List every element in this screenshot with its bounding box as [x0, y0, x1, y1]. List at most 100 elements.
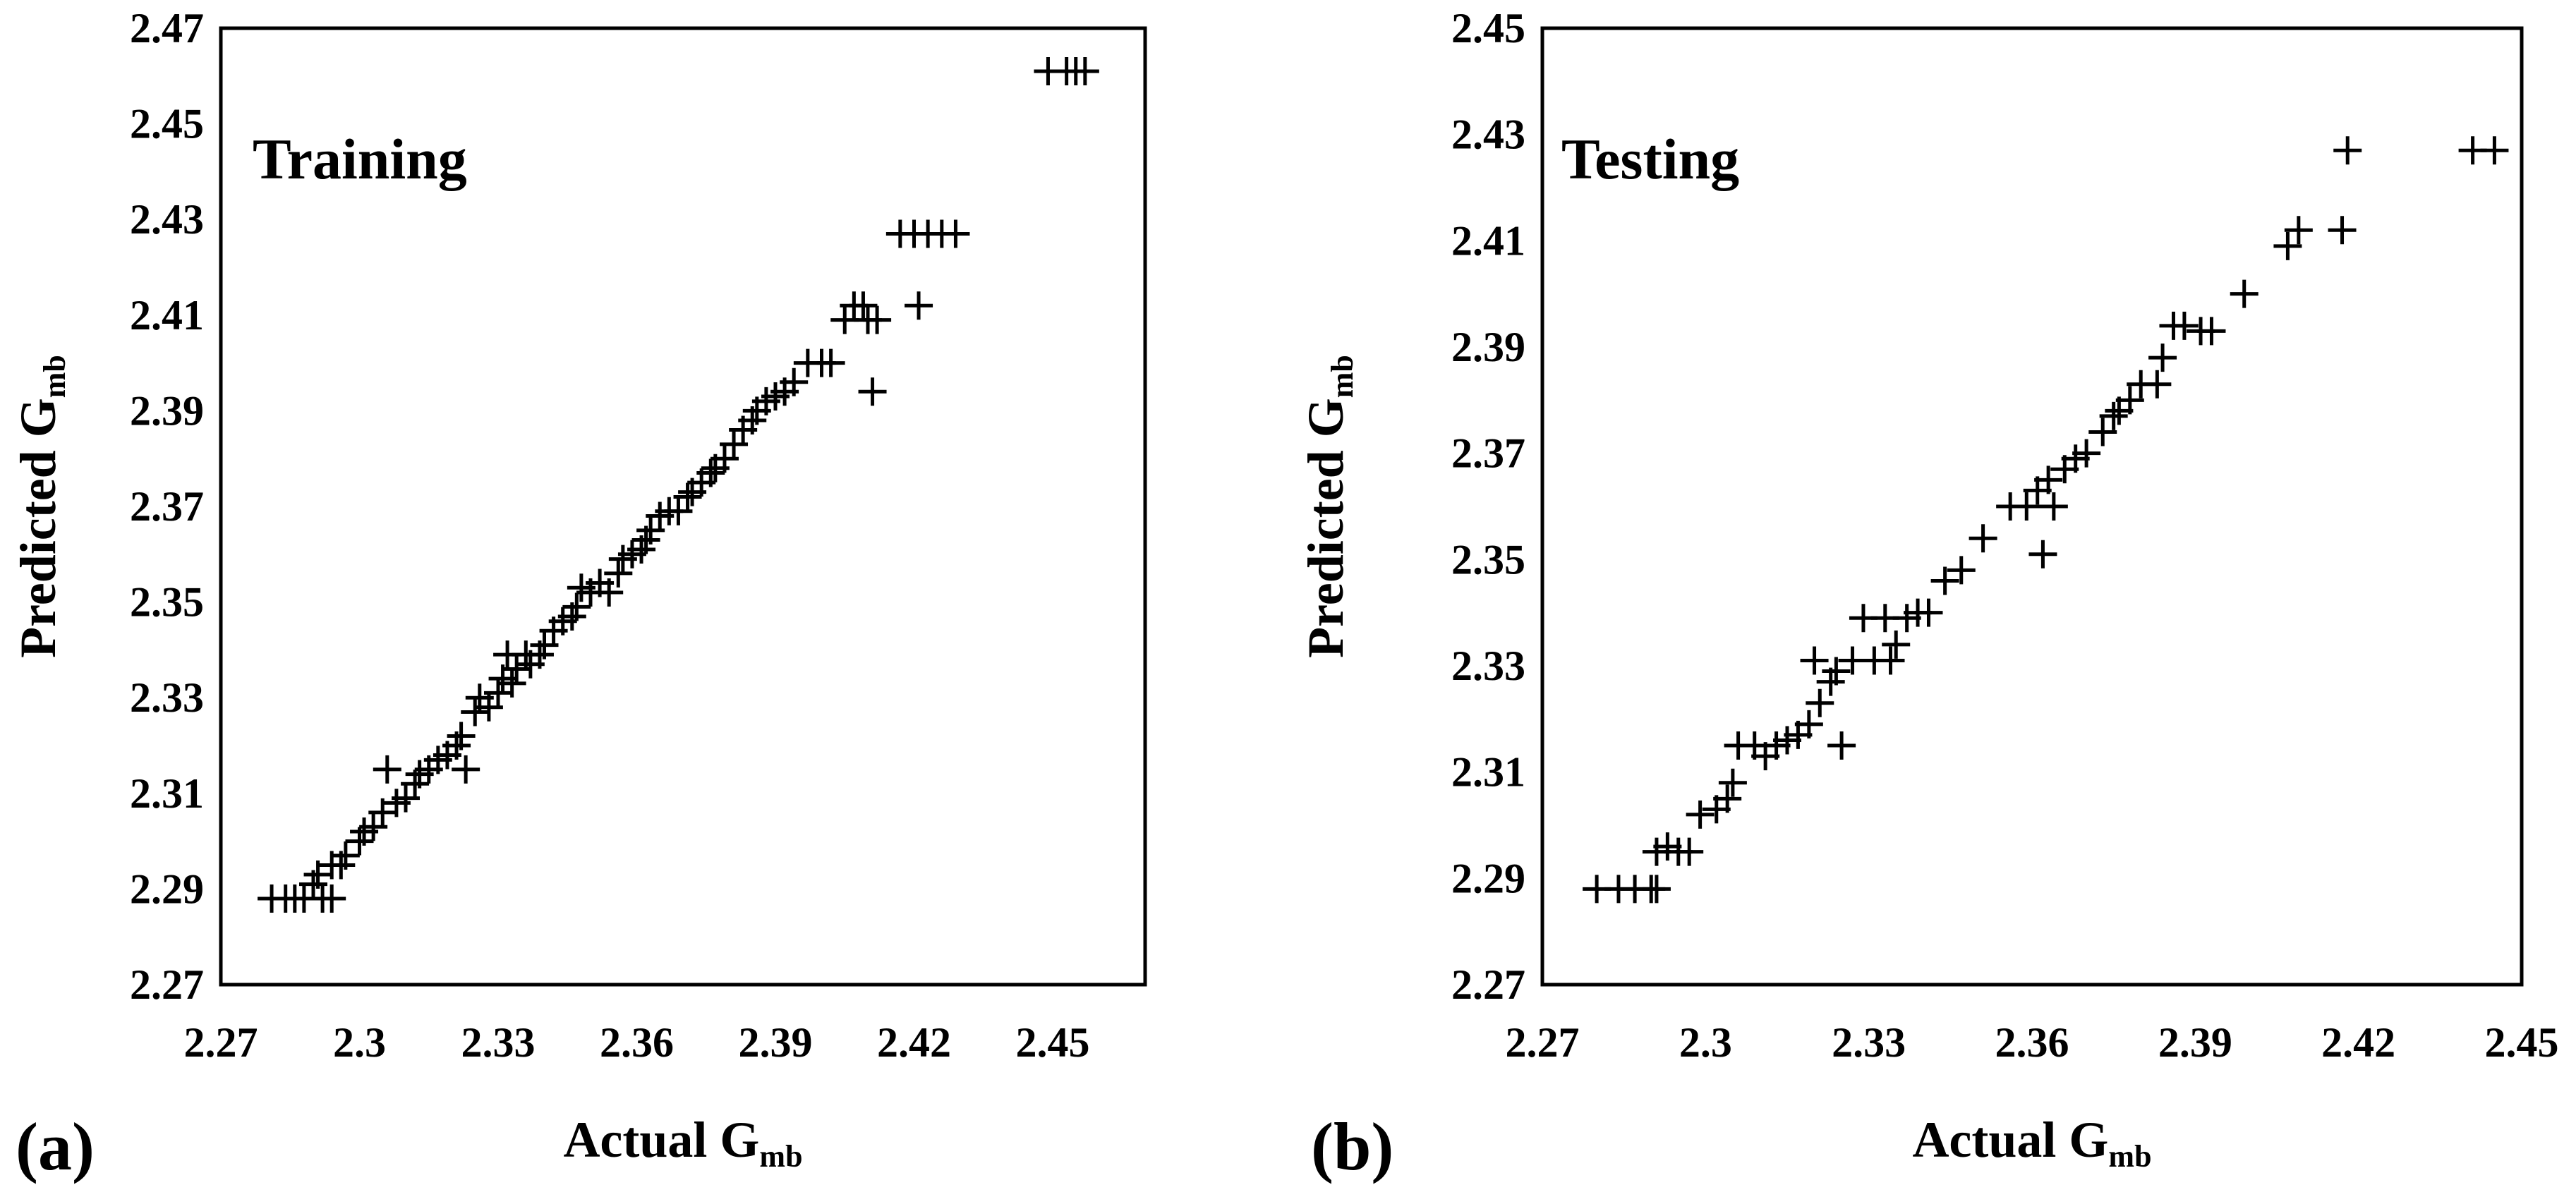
- y-tick-label: 2.33: [1451, 643, 1525, 689]
- data-point-marker: [595, 578, 624, 607]
- y-tick-label: 2.45: [130, 101, 204, 147]
- data-point-marker: [474, 693, 503, 722]
- data-point-marker: [2230, 279, 2258, 308]
- data-point-marker: [905, 291, 933, 320]
- data-point-marker: [461, 698, 490, 726]
- y-tick-label: 2.43: [130, 196, 204, 243]
- y-tick-label: 2.39: [1451, 324, 1525, 370]
- x-axis-label-subscript: mb: [759, 1139, 802, 1174]
- data-point-marker: [1718, 768, 1747, 797]
- data-point-marker: [2328, 216, 2357, 245]
- data-point-marker: [2143, 370, 2172, 399]
- data-point-marker: [1713, 784, 1742, 813]
- data-point-marker: [2099, 401, 2128, 430]
- y-tick-label: 2.43: [1451, 111, 1525, 158]
- data-point-marker: [2034, 466, 2063, 494]
- y-tick-label: 2.35: [130, 579, 204, 626]
- y-tick-label: 2.37: [130, 483, 204, 530]
- data-point-marker: [2028, 540, 2057, 568]
- data-point-marker: [2148, 343, 2177, 372]
- y-tick-label: 2.37: [1451, 430, 1525, 477]
- data-point-marker: [318, 884, 346, 913]
- data-point-marker: [447, 722, 476, 750]
- data-point-marker: [941, 219, 970, 248]
- panel-title: Training: [253, 127, 467, 191]
- data-point-marker: [1806, 688, 1834, 717]
- data-point-marker: [1914, 598, 1943, 627]
- panel-label: (b): [1311, 1109, 1393, 1184]
- y-tick-label: 2.41: [130, 292, 204, 339]
- x-axis-label: Actual Gmb: [1912, 1112, 2151, 1174]
- data-point-marker: [331, 841, 360, 870]
- data-point-marker: [530, 631, 559, 659]
- x-tick-label: 2.45: [2485, 1019, 2559, 1066]
- data-point-marker: [858, 377, 887, 406]
- data-point-marker: [2197, 317, 2226, 346]
- data-point-marker: [452, 755, 480, 784]
- data-point-marker: [2273, 231, 2302, 260]
- y-axis-label: Predicted Gmb: [10, 355, 72, 658]
- data-point-marker: [502, 655, 531, 683]
- y-axis-label-main: Predicted G: [1298, 398, 1354, 658]
- x-tick-label: 2.36: [600, 1019, 674, 1066]
- data-point-marker: [710, 444, 739, 473]
- data-point-marker: [720, 430, 749, 458]
- x-tick-label: 2.3: [333, 1019, 386, 1066]
- data-point-marker: [1947, 556, 1976, 585]
- data-point-marker: [2333, 136, 2362, 165]
- data-point-marker: [392, 784, 420, 813]
- y-tick-label: 2.29: [130, 865, 204, 912]
- data-point-marker: [1675, 837, 1704, 866]
- panel-a: 2.27 2.29 2.31 2.33 2.35 2.37 2.39 2.41 2.43 2.45…: [10, 5, 1147, 1184]
- x-tick-label: 2.36: [1995, 1019, 2069, 1066]
- data-point-marker: [863, 305, 892, 334]
- data-point-marker: [2480, 136, 2509, 165]
- plot-area-frame: [219, 26, 1147, 987]
- data-point-marker: [373, 755, 401, 784]
- y-tick-labels: 2.27 2.29 2.31 2.33 2.35 2.37 2.39 2.41 2.43 2.45…: [130, 5, 204, 1008]
- data-point-marker: [2170, 311, 2199, 340]
- data-point-marker: [1686, 800, 1715, 829]
- y-tick-labels: 2.27 2.29 2.31 2.33 2.35 2.37 2.39 2.41 2.43 2.45: [1451, 5, 1525, 1008]
- y-tick-label: 2.47: [130, 5, 204, 51]
- y-tick-label: 2.45: [1451, 5, 1525, 51]
- data-point-marker: [1800, 646, 1829, 675]
- x-tick-label: 2.27: [184, 1019, 258, 1066]
- data-point-marker: [604, 559, 633, 588]
- y-tick-label: 2.31: [1451, 749, 1525, 796]
- data-point-marker: [2039, 492, 2068, 521]
- y-tick-label: 2.31: [130, 770, 204, 817]
- data-point-marker: [1930, 566, 1959, 595]
- y-tick-label: 2.35: [1451, 536, 1525, 583]
- x-tick-labels: 2.27 2.3 2.33 2.36 2.39 2.42 2.45: [1506, 1019, 2559, 1066]
- y-tick-label: 2.29: [1451, 855, 1525, 901]
- data-point-marker: [849, 291, 878, 320]
- y-axis-label-subscript: mb: [1325, 355, 1360, 398]
- y-axis-label: Predicted Gmb: [1298, 355, 1360, 658]
- x-axis-label-subscript: mb: [2108, 1139, 2151, 1174]
- data-point-marker: [1827, 731, 1856, 760]
- x-tick-label: 2.45: [1016, 1019, 1090, 1066]
- y-axis-label-subscript: mb: [37, 355, 72, 398]
- data-point-marker: [2088, 418, 2117, 446]
- x-axis-label-main: Actual G: [563, 1112, 759, 1168]
- plot-area-frame: [1540, 26, 2524, 987]
- x-tick-label: 2.33: [1832, 1019, 1906, 1066]
- x-tick-labels: 2.27 2.3 2.33 2.36 2.39 2.42 2.45: [184, 1019, 1090, 1066]
- x-tick-label: 2.39: [739, 1019, 813, 1066]
- data-point-marker: [664, 497, 693, 525]
- data-point-marker: [1876, 646, 1905, 675]
- y-tick-label: 2.39: [130, 387, 204, 434]
- panel-title: Testing: [1561, 127, 1739, 191]
- data-point-marker: [1642, 875, 1671, 904]
- data-point-marker: [1822, 657, 1851, 686]
- x-tick-label: 2.42: [2321, 1019, 2395, 1066]
- y-tick-label: 2.27: [130, 961, 204, 1008]
- data-point-marker: [2012, 492, 2041, 521]
- y-tick-label: 2.33: [130, 674, 204, 721]
- data-markers: [258, 57, 1099, 913]
- x-tick-label: 2.27: [1506, 1019, 1580, 1066]
- data-point-marker: [816, 348, 845, 377]
- data-point-marker: [2115, 386, 2144, 415]
